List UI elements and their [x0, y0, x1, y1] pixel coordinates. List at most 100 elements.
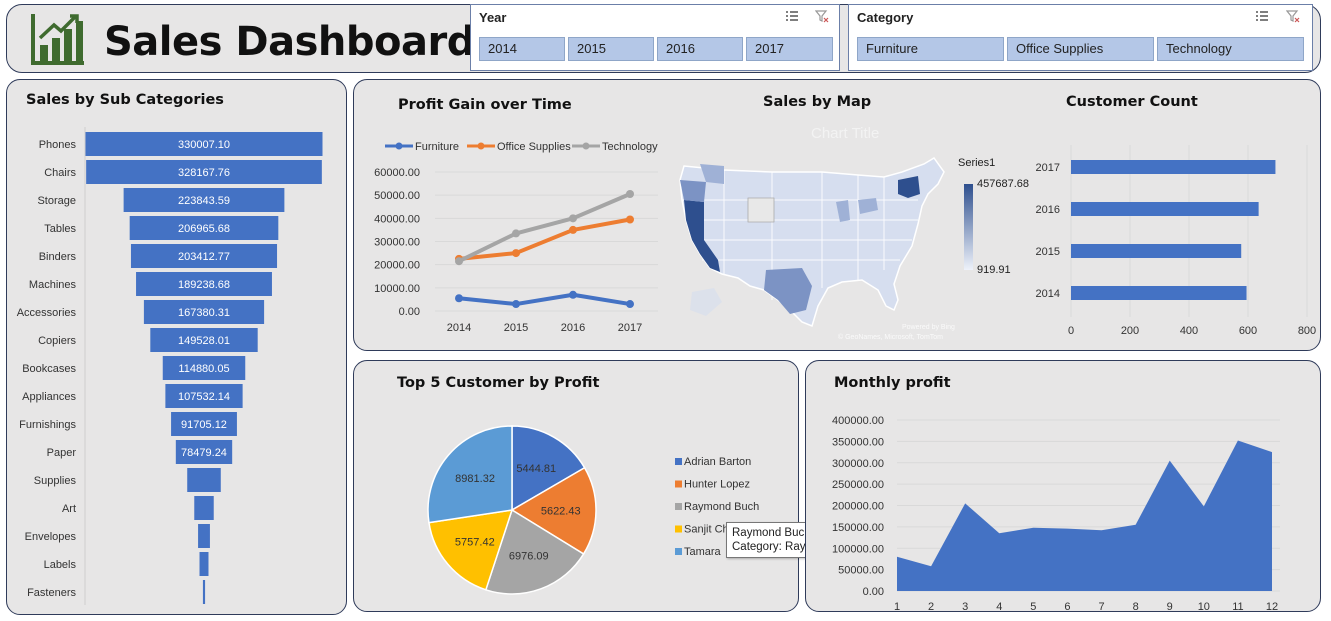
subcategory-bar[interactable] — [86, 160, 322, 184]
subcategory-bar[interactable] — [171, 412, 237, 436]
category-slicer: Category Furniture Office Supplies Techn… — [848, 4, 1313, 71]
subcategory-label: Chairs — [44, 167, 76, 179]
x-tick-label: 6 — [1064, 601, 1070, 613]
series-point[interactable] — [626, 300, 634, 309]
y-tick-label: 50000.00 — [838, 565, 884, 577]
x-tick-label: 7 — [1098, 601, 1104, 613]
subcategory-bar[interactable] — [198, 524, 210, 548]
multi-select-icon[interactable] — [1255, 9, 1269, 23]
pie-slice-label: 8981.32 — [455, 473, 495, 485]
category-option-office-supplies[interactable]: Office Supplies — [1007, 37, 1154, 61]
year-option-2015[interactable]: 2015 — [568, 37, 654, 61]
pie-slice[interactable] — [427, 425, 513, 524]
subcategory-bar[interactable] — [194, 496, 214, 520]
x-tick-label: 3 — [962, 601, 968, 613]
series-line[interactable] — [458, 192, 631, 263]
area-series[interactable] — [897, 440, 1272, 591]
x-tick-label: 2016 — [561, 322, 585, 334]
series-point[interactable] — [455, 257, 463, 266]
pie-slice-label: 5444.81 — [516, 463, 556, 475]
x-tick-label: 400 — [1180, 325, 1198, 337]
map-legend-max: 457687.68 — [977, 178, 1029, 190]
year-option-2014[interactable]: 2014 — [479, 37, 565, 61]
count-bar[interactable] — [1071, 202, 1259, 216]
x-tick-label: 2014 — [447, 322, 471, 334]
subcategory-bar[interactable] — [123, 188, 285, 212]
x-tick-label: 5 — [1030, 601, 1036, 613]
series-point[interactable] — [512, 229, 520, 238]
x-tick-label: 2 — [928, 601, 934, 613]
map-legend-gradient — [964, 184, 973, 270]
map-legend-min: 919.91 — [977, 264, 1011, 276]
pie-slice[interactable] — [511, 425, 586, 512]
pie-slice[interactable] — [484, 508, 585, 595]
subcategory-value-label: 203412.77 — [178, 251, 230, 263]
x-tick-label: 200 — [1121, 325, 1139, 337]
profit-gain-line-chart[interactable]: Furniture Office Supplies Technology 0.00 10… — [360, 132, 665, 342]
subcategory-value-label: 107532.14 — [178, 391, 230, 403]
count-bar[interactable] — [1071, 286, 1247, 300]
subcategory-bar[interactable] — [130, 244, 278, 268]
subcategory-bar[interactable] — [175, 440, 233, 464]
series-line[interactable] — [458, 292, 631, 307]
pie-slice[interactable] — [510, 466, 597, 555]
subcategory-bar[interactable] — [165, 384, 243, 408]
subcategory-value-label: 114880.05 — [178, 363, 229, 375]
dashboard-title: Sales Dashboard — [104, 19, 475, 65]
subcategory-label: Phones — [39, 139, 77, 151]
series-point[interactable] — [626, 190, 634, 199]
series-point[interactable] — [512, 249, 520, 258]
subcategory-bar[interactable] — [143, 300, 265, 324]
monthly-profit-area-chart[interactable]: 0.00 50000.00 100000.00 150000.00 200000.00 2… — [806, 410, 1301, 615]
subcategory-value-label: 167380.31 — [178, 307, 230, 319]
x-tick-label: 0 — [1068, 325, 1074, 337]
series-point[interactable] — [455, 294, 463, 303]
series-point[interactable] — [626, 215, 634, 224]
series-point[interactable] — [569, 290, 577, 299]
count-bar[interactable] — [1071, 160, 1276, 174]
legend-label: Tamara — [684, 546, 722, 558]
y-tick-label: 40000.00 — [374, 213, 420, 225]
subcategory-bar[interactable] — [162, 356, 246, 380]
clear-filter-icon[interactable] — [1286, 9, 1300, 23]
year-option-2016[interactable]: 2016 — [657, 37, 743, 61]
subcategory-bar[interactable] — [85, 132, 323, 156]
subcategory-bar[interactable] — [187, 468, 221, 492]
subcategory-bar[interactable] — [129, 216, 279, 240]
y-tick-label: 0.00 — [399, 306, 420, 318]
pie-slice[interactable] — [428, 509, 514, 591]
series-line[interactable] — [458, 217, 631, 261]
year-option-2017[interactable]: 2017 — [746, 37, 833, 61]
y-tick-label: 2016 — [1036, 204, 1060, 216]
subcategory-bar[interactable] — [150, 328, 258, 352]
subcategory-bar[interactable] — [136, 272, 272, 296]
subcategory-label: Envelopes — [25, 531, 77, 543]
y-tick-label: 150000.00 — [832, 522, 884, 534]
us-sales-map[interactable] — [662, 150, 954, 340]
x-tick-label: 2015 — [504, 322, 528, 334]
subcategory-bar[interactable] — [199, 552, 209, 576]
top5-pie-chart[interactable]: 5444.81 5622.43 6976.09 5757.42 8981.32 — [420, 418, 605, 603]
multi-select-icon[interactable] — [785, 9, 799, 23]
y-tick-label: 2014 — [1036, 288, 1060, 300]
x-tick-label: 8 — [1133, 601, 1139, 613]
top5-pie-legend: Adrian Barton Hunter Lopez Raymond Buch San… — [675, 456, 759, 558]
pie-slice-label: 5757.42 — [455, 536, 495, 548]
count-bar[interactable] — [1071, 244, 1242, 258]
subcategory-label: Tables — [44, 223, 76, 235]
y-tick-label: 60000.00 — [374, 167, 420, 179]
y-tick-label: 2017 — [1036, 162, 1060, 174]
series-point[interactable] — [569, 214, 577, 223]
subcategory-bar[interactable] — [202, 580, 206, 604]
series-point[interactable] — [512, 300, 520, 309]
series-point[interactable] — [569, 225, 577, 234]
customer-count-bar-chart[interactable]: 0 200 400 600 800 2017 2016 2015 2014 — [1020, 145, 1320, 345]
map-ghost-title: Chart Title — [811, 125, 880, 142]
legend-label: Furniture — [415, 141, 459, 153]
subcategory-funnel-chart[interactable]: Phones 330007.10 Chairs 328167.76 Storage 223… — [6, 125, 346, 610]
subcategory-label: Bookcases — [22, 363, 76, 375]
category-option-technology[interactable]: Technology — [1157, 37, 1304, 61]
customer-count-title: Customer Count — [1066, 94, 1198, 110]
category-option-furniture[interactable]: Furniture — [857, 37, 1004, 61]
clear-filter-icon[interactable] — [815, 9, 829, 23]
